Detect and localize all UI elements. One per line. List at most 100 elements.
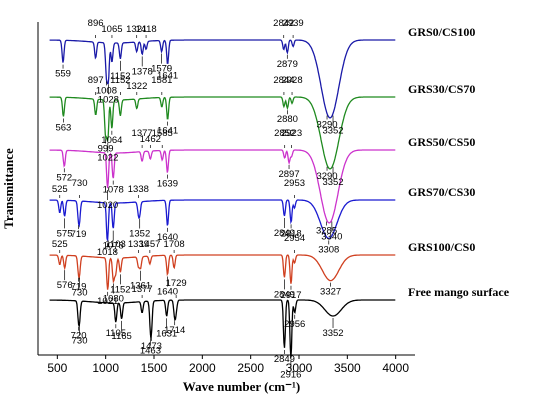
peak-label: 2923 (281, 128, 302, 139)
peak-label: 576 (57, 280, 73, 291)
spectrum-line (49, 96, 396, 170)
peak-label: 1641 (157, 70, 178, 81)
peak-label: 2849 (274, 289, 295, 300)
spectrum-line (49, 254, 396, 290)
peak-label: 1473 (141, 341, 162, 352)
series-name: GRS30/CS70 (408, 82, 475, 96)
x-tick-label: 2000 (189, 361, 216, 375)
spectrum-line (49, 199, 396, 241)
peak-labels: 5598961008102810651152132113781418157916… (52, 18, 344, 381)
peak-label: 720 (71, 331, 87, 342)
peak-label: 730 (72, 335, 88, 346)
peak-label: 1463 (140, 346, 161, 357)
peak-label: 2852 (274, 128, 295, 139)
peak-label: 719 (71, 282, 87, 293)
x-tick-label: 3000 (286, 361, 313, 375)
peak-label: 1579 (151, 64, 172, 75)
peak-label: 3308 (318, 244, 339, 255)
peak-label: 1361 (130, 281, 151, 292)
peak-label: 1581 (151, 75, 172, 86)
peak-label: 3340 (321, 232, 342, 243)
x-tick-label: 2500 (237, 361, 264, 375)
peak-label: 559 (55, 69, 71, 80)
peak-label: 2849 (274, 228, 295, 239)
peak-label: 1165 (111, 331, 131, 342)
series-names: GRS0/CS100 GRS30/CS70 GRS50/CS50 GRS70/CS30… (408, 25, 510, 299)
peak-label: 1078 (103, 241, 124, 252)
peak-label: 2880 (277, 114, 298, 125)
peak-label: 1631 (156, 328, 177, 339)
peak-label: 1080 (103, 293, 124, 304)
peak-label: 730 (72, 178, 88, 189)
peak-label: 2953 (284, 178, 305, 189)
peak-label: 1585 (152, 128, 173, 139)
peak-label: 1028 (98, 94, 119, 105)
peak-label: 525 (52, 184, 68, 195)
series-name: Free mango surface (408, 285, 510, 299)
peak-label: 3290 (316, 171, 337, 182)
peak-label: 1021 (97, 296, 118, 307)
peak-label: 2956 (284, 319, 305, 330)
peak-label: 2916 (280, 370, 301, 381)
peak-label: 1020 (97, 200, 118, 211)
peak-label: 1457 (139, 239, 160, 250)
peak-label: 1321 (126, 24, 147, 35)
peak-label: 1322 (126, 81, 147, 92)
peak-label: 1018 (97, 247, 118, 258)
peak-label: 1064 (101, 135, 122, 146)
peak-label: 1105 (106, 328, 126, 339)
peak-label: 3285 (316, 226, 337, 237)
spectrum-line (49, 149, 396, 224)
x-axis-title: Wave number (cm⁻¹) (183, 379, 300, 394)
peak-label: 2844 (273, 75, 294, 86)
peak-label: 2842 (273, 18, 294, 29)
x-tick-label: 1500 (141, 361, 168, 375)
spectra (49, 39, 396, 358)
peak-label: 897 (88, 75, 104, 86)
peak-label: 1352 (129, 229, 150, 240)
peak-label: 3352 (322, 125, 343, 136)
y-axis-title: Transmittance (1, 148, 16, 229)
peak-label: 1338 (128, 184, 149, 195)
peak-label: 2954 (284, 233, 305, 244)
peak-label: 2939 (283, 18, 304, 29)
peak-label: 730 (72, 288, 88, 299)
spectrum-line (49, 299, 396, 358)
peak-label: 896 (88, 18, 104, 29)
x-tick-label: 3500 (334, 361, 361, 375)
peak-label: 2849 (274, 354, 295, 365)
x-tick-label: 500 (47, 361, 67, 375)
peak-label: 2897 (278, 169, 299, 180)
peak-label: 1103 (105, 239, 125, 250)
axes: 500 1000 1500 2000 2500 3000 3500 4000 (37, 22, 415, 375)
peak-label: 1152 (110, 75, 130, 86)
peak-label: 1377 (132, 284, 153, 295)
x-tick-label: 1000 (92, 361, 119, 375)
peak-label: 1641 (157, 126, 178, 137)
peak-label: 999 (98, 144, 114, 155)
peak-label: 1418 (136, 24, 157, 35)
peak-label: 1078 (103, 185, 124, 196)
peak-label: 1640 (157, 286, 178, 297)
peak-label: 1378 (132, 66, 153, 77)
spectrum-line (49, 39, 396, 119)
peak-label: 3290 (316, 119, 337, 130)
series-name: GRS50/CS50 (408, 135, 475, 149)
peak-label: 3327 (320, 287, 341, 298)
series-name: GRS100/CS0 (408, 240, 475, 254)
peak-label: 525 (52, 239, 68, 250)
peak-label: 1640 (157, 232, 178, 243)
peak-label: 1152 (110, 71, 130, 82)
peak-label: 575 (57, 228, 73, 239)
peak-label: 1008 (96, 85, 117, 96)
peak-label: 1065 (101, 24, 122, 35)
series-name: GRS70/CS30 (408, 185, 475, 199)
peak-label: 1152 (110, 284, 130, 295)
peak-label: 1714 (164, 325, 185, 336)
peak-label: 1729 (166, 278, 187, 289)
peak-label: 1339 (128, 239, 149, 250)
peak-label: 1377 (132, 128, 153, 139)
peak-label: 2879 (277, 59, 298, 70)
peak-label: 3352 (322, 328, 343, 339)
